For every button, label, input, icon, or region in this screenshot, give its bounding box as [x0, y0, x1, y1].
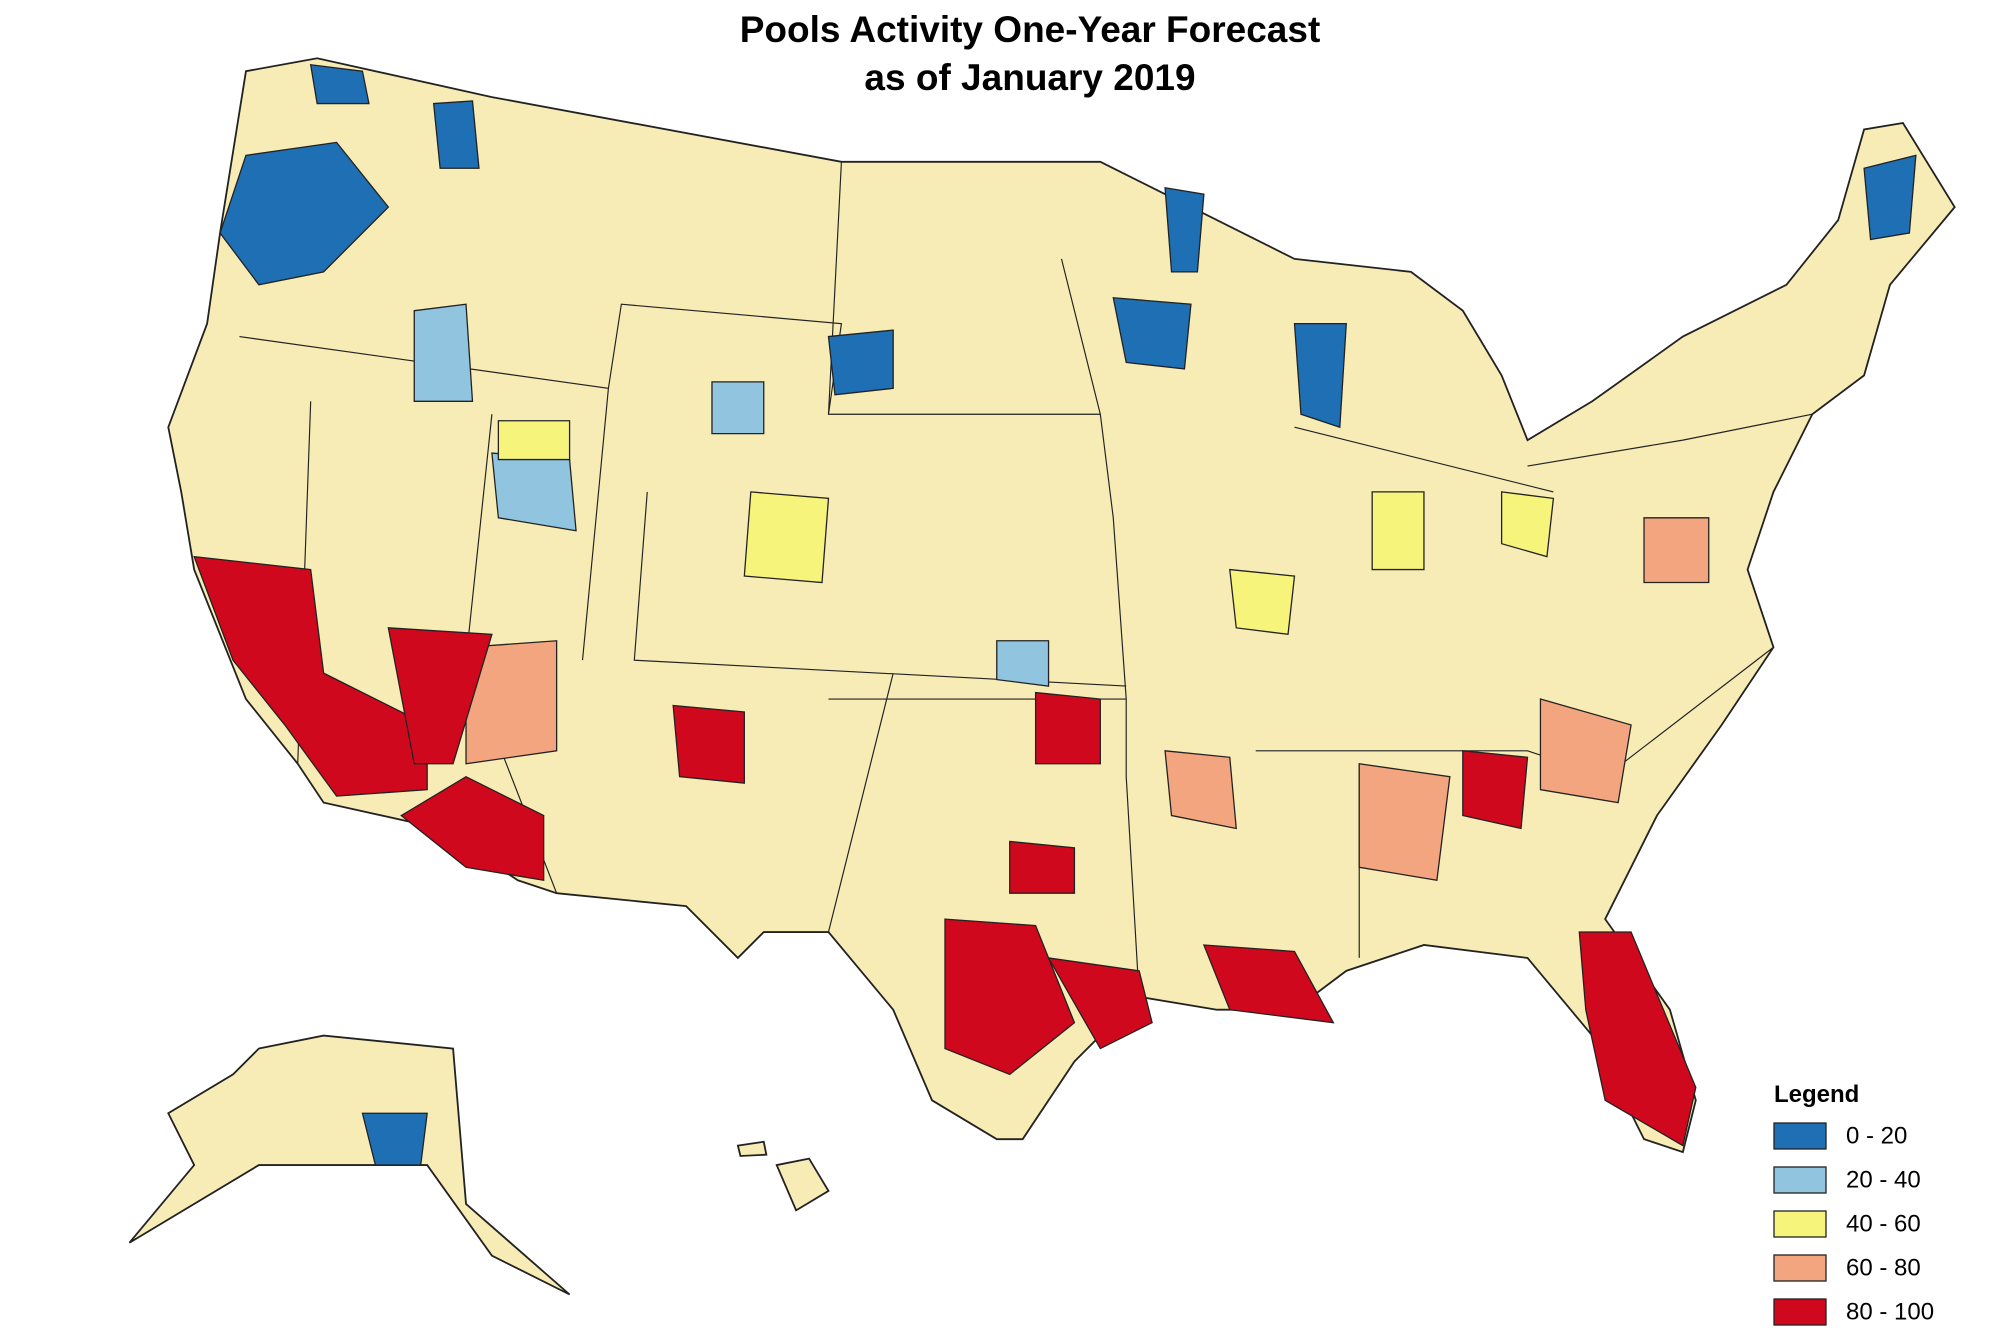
legend-swatch	[1773, 1122, 1827, 1150]
region	[743, 491, 830, 584]
region	[1164, 186, 1205, 273]
region	[1293, 322, 1347, 429]
region	[1539, 698, 1632, 804]
region	[432, 100, 480, 169]
contiguous-us	[167, 57, 1956, 1154]
region	[1112, 297, 1192, 370]
region	[491, 452, 577, 532]
legend-swatch	[1773, 1210, 1827, 1238]
map	[128, 57, 1956, 1296]
region	[1009, 840, 1076, 894]
region	[1034, 691, 1101, 765]
region	[413, 303, 474, 402]
alaska	[128, 1034, 571, 1296]
legend-label: 60 - 80	[1846, 1254, 1921, 1281]
region	[309, 63, 370, 105]
region	[827, 329, 894, 396]
legend-swatch	[1773, 1298, 1827, 1326]
region	[400, 775, 545, 882]
region	[1863, 154, 1917, 241]
legend: 0 - 20 20 - 40 40 - 60 60 - 80 80 - 100	[1773, 1122, 1934, 1326]
region	[944, 918, 1076, 1076]
region	[219, 141, 390, 286]
legend-title: Legend	[1774, 1081, 1859, 1108]
region	[672, 704, 745, 784]
region	[1462, 750, 1529, 830]
region	[497, 420, 571, 461]
region	[1047, 957, 1153, 1050]
region	[1229, 568, 1296, 636]
legend-label: 40 - 60	[1846, 1210, 1921, 1237]
legend-label: 0 - 20	[1846, 1122, 1907, 1149]
region	[1164, 750, 1237, 830]
region	[711, 381, 765, 435]
legend-swatch	[1773, 1254, 1827, 1282]
region	[361, 1112, 428, 1166]
title-line: Pools Activity One-Year Forecast	[740, 9, 1321, 50]
region	[387, 627, 493, 765]
title-line: as of January 2019	[864, 57, 1195, 98]
region	[1358, 763, 1451, 882]
hawaii	[775, 1157, 830, 1212]
hawaii	[736, 1140, 768, 1157]
legend-label: 80 - 100	[1846, 1298, 1934, 1325]
region	[1202, 944, 1335, 1024]
legend-swatch	[1773, 1166, 1827, 1194]
region	[996, 640, 1050, 687]
region	[1371, 491, 1425, 571]
legend-label: 20 - 40	[1846, 1166, 1921, 1193]
region	[465, 640, 558, 765]
region-areas	[193, 63, 1917, 1166]
region	[1578, 931, 1697, 1147]
region	[1500, 491, 1555, 558]
region	[1643, 517, 1710, 584]
region	[193, 555, 428, 797]
